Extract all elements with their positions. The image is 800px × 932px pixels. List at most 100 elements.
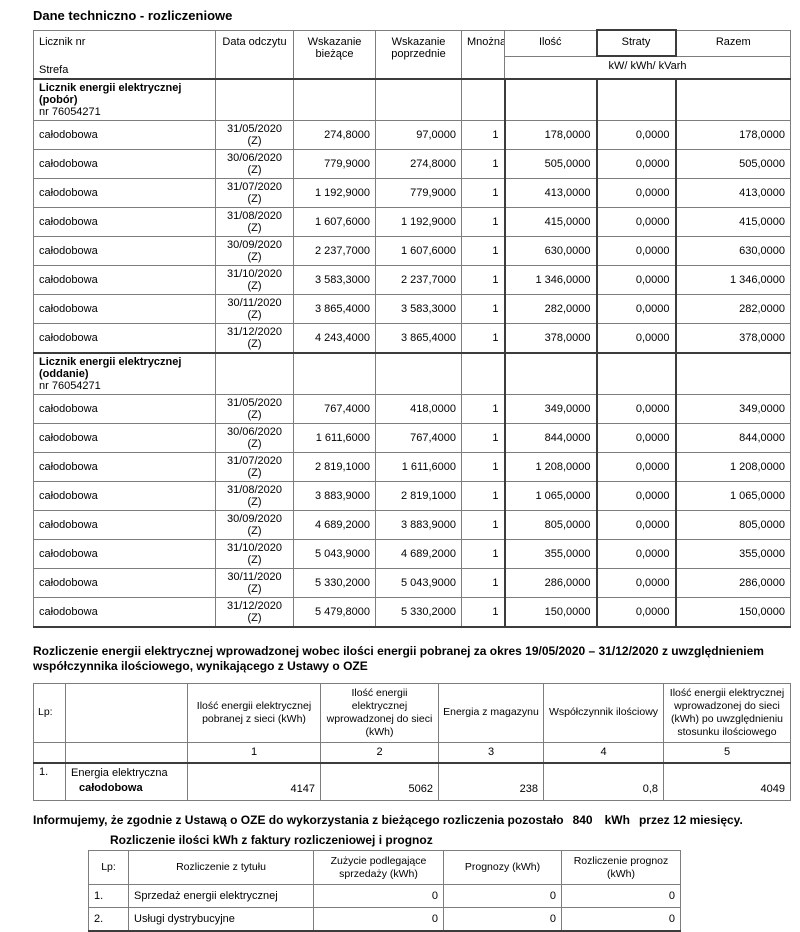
strefa-cell: całodobowa	[33, 567, 216, 598]
meter-table-header: Licznik nr Strefa Data odczytu Wskazanie…	[33, 28, 791, 80]
losses-cell: 0,0000	[595, 509, 677, 540]
column-number-1: 1	[187, 742, 321, 764]
current-reading-cell: 274,8000	[293, 119, 376, 150]
multiplier-cell: 1	[461, 177, 505, 208]
table-row: całodobowa 31/10/2020 (Z) 5 043,9000 4 689,…	[33, 538, 791, 569]
header-row-2: kW/ kWh/ kVarh	[34, 55, 791, 80]
total-cell: 413,0000	[675, 177, 791, 208]
settlement-value: 0	[561, 884, 681, 909]
strefa-cell: całodobowa	[33, 538, 216, 569]
settlement-heading: Rozliczenie energii elektrycznej wprowad…	[33, 643, 764, 674]
strefa-cell: całodobowa	[33, 451, 216, 482]
table-row: 1. Energia elektryczna całodobowa 4147 5…	[33, 762, 791, 802]
table-row: całodobowa 31/07/2020 (Z) 2 819,1000 1 611,…	[33, 451, 791, 482]
losses-cell: 0,0000	[595, 177, 677, 208]
current-reading-cell: 779,9000	[293, 148, 376, 179]
table-row: 1. Sprzedaż energii elektrycznej 0 0 0	[88, 884, 681, 909]
losses-cell: 0,0000	[595, 596, 677, 628]
multiplier-cell: 1	[461, 119, 505, 150]
current-reading-cell: 3 883,9000	[293, 480, 376, 511]
remaining-kwh-notice: Informujemy, że zgodnie z Ustawą o OZE d…	[33, 813, 790, 827]
empty-cell	[503, 77, 597, 121]
quantity-cell: 505,0000	[503, 148, 597, 179]
current-reading-cell: 2 237,7000	[293, 235, 376, 266]
empty-cell	[375, 351, 462, 395]
losses-cell: 0,0000	[595, 206, 677, 237]
table-row: całodobowa 31/08/2020 (Z) 3 883,9000 2 819,…	[33, 480, 791, 511]
multiplier-cell: 1	[461, 480, 505, 511]
settlement-value-3: 238	[438, 762, 544, 802]
strefa-cell: całodobowa	[33, 322, 216, 353]
usage-value: 0	[313, 907, 444, 932]
current-reading-cell: 5 043,9000	[293, 538, 376, 569]
previous-reading-cell: 779,9000	[375, 177, 462, 208]
meter-section-title: Licznik energii elektrycznej (pobór)	[39, 81, 182, 106]
forecast-settlement-header: Rozliczenie prognoz (kWh)	[561, 850, 681, 886]
table-row: całodobowa 30/11/2020 (Z) 5 330,2000 5 043,…	[33, 567, 791, 598]
empty-cell	[503, 351, 597, 395]
multiplier-cell: 1	[461, 422, 505, 453]
table-row: całodobowa 31/05/2020 (Z) 767,4000 418,0000…	[33, 393, 791, 424]
settlement-col-header-1: Ilość energii elektrycznej pobranej z si…	[187, 682, 321, 744]
total-cell: 282,0000	[675, 293, 791, 324]
settlement-value-1: 4147	[187, 762, 321, 802]
meter-section-oddanie: Licznik energii elektrycznej (oddanie) n…	[33, 351, 791, 628]
date-cell: 30/09/2020 (Z)	[215, 509, 294, 540]
multiplier-cell: 1	[461, 538, 505, 569]
strefa-cell: całodobowa	[33, 119, 216, 150]
column-header-mnozna: Mnożna	[461, 29, 505, 79]
empty-cell	[461, 351, 505, 395]
date-cell: 31/08/2020 (Z)	[215, 206, 294, 237]
strefa-cell: całodobowa	[33, 293, 216, 324]
column-number-5: 5	[663, 742, 791, 764]
multiplier-cell: 1	[461, 293, 505, 324]
strefa-cell: całodobowa	[33, 264, 216, 295]
row-lp: 1.	[88, 884, 129, 909]
quantity-cell: 805,0000	[503, 509, 597, 540]
total-cell: 844,0000	[675, 422, 791, 453]
total-cell: 805,0000	[675, 509, 791, 540]
meter-number: nr 76054271	[39, 105, 101, 118]
meter-section-row: Licznik energii elektrycznej (pobór) nr …	[33, 77, 791, 121]
total-cell: 286,0000	[675, 567, 791, 598]
quantity-cell: 1 346,0000	[503, 264, 597, 295]
total-cell: 630,0000	[675, 235, 791, 266]
usage-value: 0	[313, 884, 444, 909]
row-label: Energia elektryczna całodobowa	[65, 762, 188, 802]
previous-reading-cell: 2 237,7000	[375, 264, 462, 295]
table-row: 2. Usługi dystrybucyjne 0 0 0	[88, 907, 681, 932]
row-lp: 2.	[88, 907, 129, 932]
empty-cell	[215, 351, 294, 395]
date-cell: 31/12/2020 (Z)	[215, 596, 294, 628]
total-cell: 1 208,0000	[675, 451, 791, 482]
date-cell: 31/07/2020 (Z)	[215, 177, 294, 208]
current-reading-cell: 1 607,6000	[293, 206, 376, 237]
forecast-value: 0	[443, 884, 562, 909]
column-header-data-odczytu: Data odczytu	[215, 29, 294, 79]
date-cell: 30/06/2020 (Z)	[215, 422, 294, 453]
oze-table-header: Lp: Ilość energii elektrycznej pobranej …	[33, 682, 791, 744]
forecast-forecasts-header: Prognozy (kWh)	[443, 850, 562, 886]
losses-cell: 0,0000	[595, 393, 677, 424]
row-label-line2: całodobowa	[79, 781, 143, 794]
header-line: bieżące	[315, 47, 354, 60]
multiplier-cell: 1	[461, 451, 505, 482]
strefa-cell: całodobowa	[33, 148, 216, 179]
settlement-col-header-5: Ilość energii elektrycznej wprowadzonej …	[663, 682, 791, 744]
forecast-lp-header: Lp:	[88, 850, 129, 886]
total-cell: 1 346,0000	[675, 264, 791, 295]
quantity-cell: 1 208,0000	[503, 451, 597, 482]
notice-value: 840	[572, 813, 593, 828]
strefa-cell: całodobowa	[33, 480, 216, 511]
multiplier-cell: 1	[461, 148, 505, 179]
date-cell: 31/10/2020 (Z)	[215, 264, 294, 295]
multiplier-cell: 1	[461, 206, 505, 237]
total-cell: 415,0000	[675, 206, 791, 237]
header-row: Lp: Rozliczenie z tytułu Zużycie podlega…	[88, 850, 681, 886]
multiplier-cell: 1	[461, 322, 505, 353]
quantity-cell: 1 065,0000	[503, 480, 597, 511]
empty-cell	[675, 351, 791, 395]
date-cell: 31/08/2020 (Z)	[215, 480, 294, 511]
previous-reading-cell: 3 865,4000	[375, 322, 462, 353]
table-row: całodobowa 30/09/2020 (Z) 2 237,7000 1 607,…	[33, 235, 791, 266]
